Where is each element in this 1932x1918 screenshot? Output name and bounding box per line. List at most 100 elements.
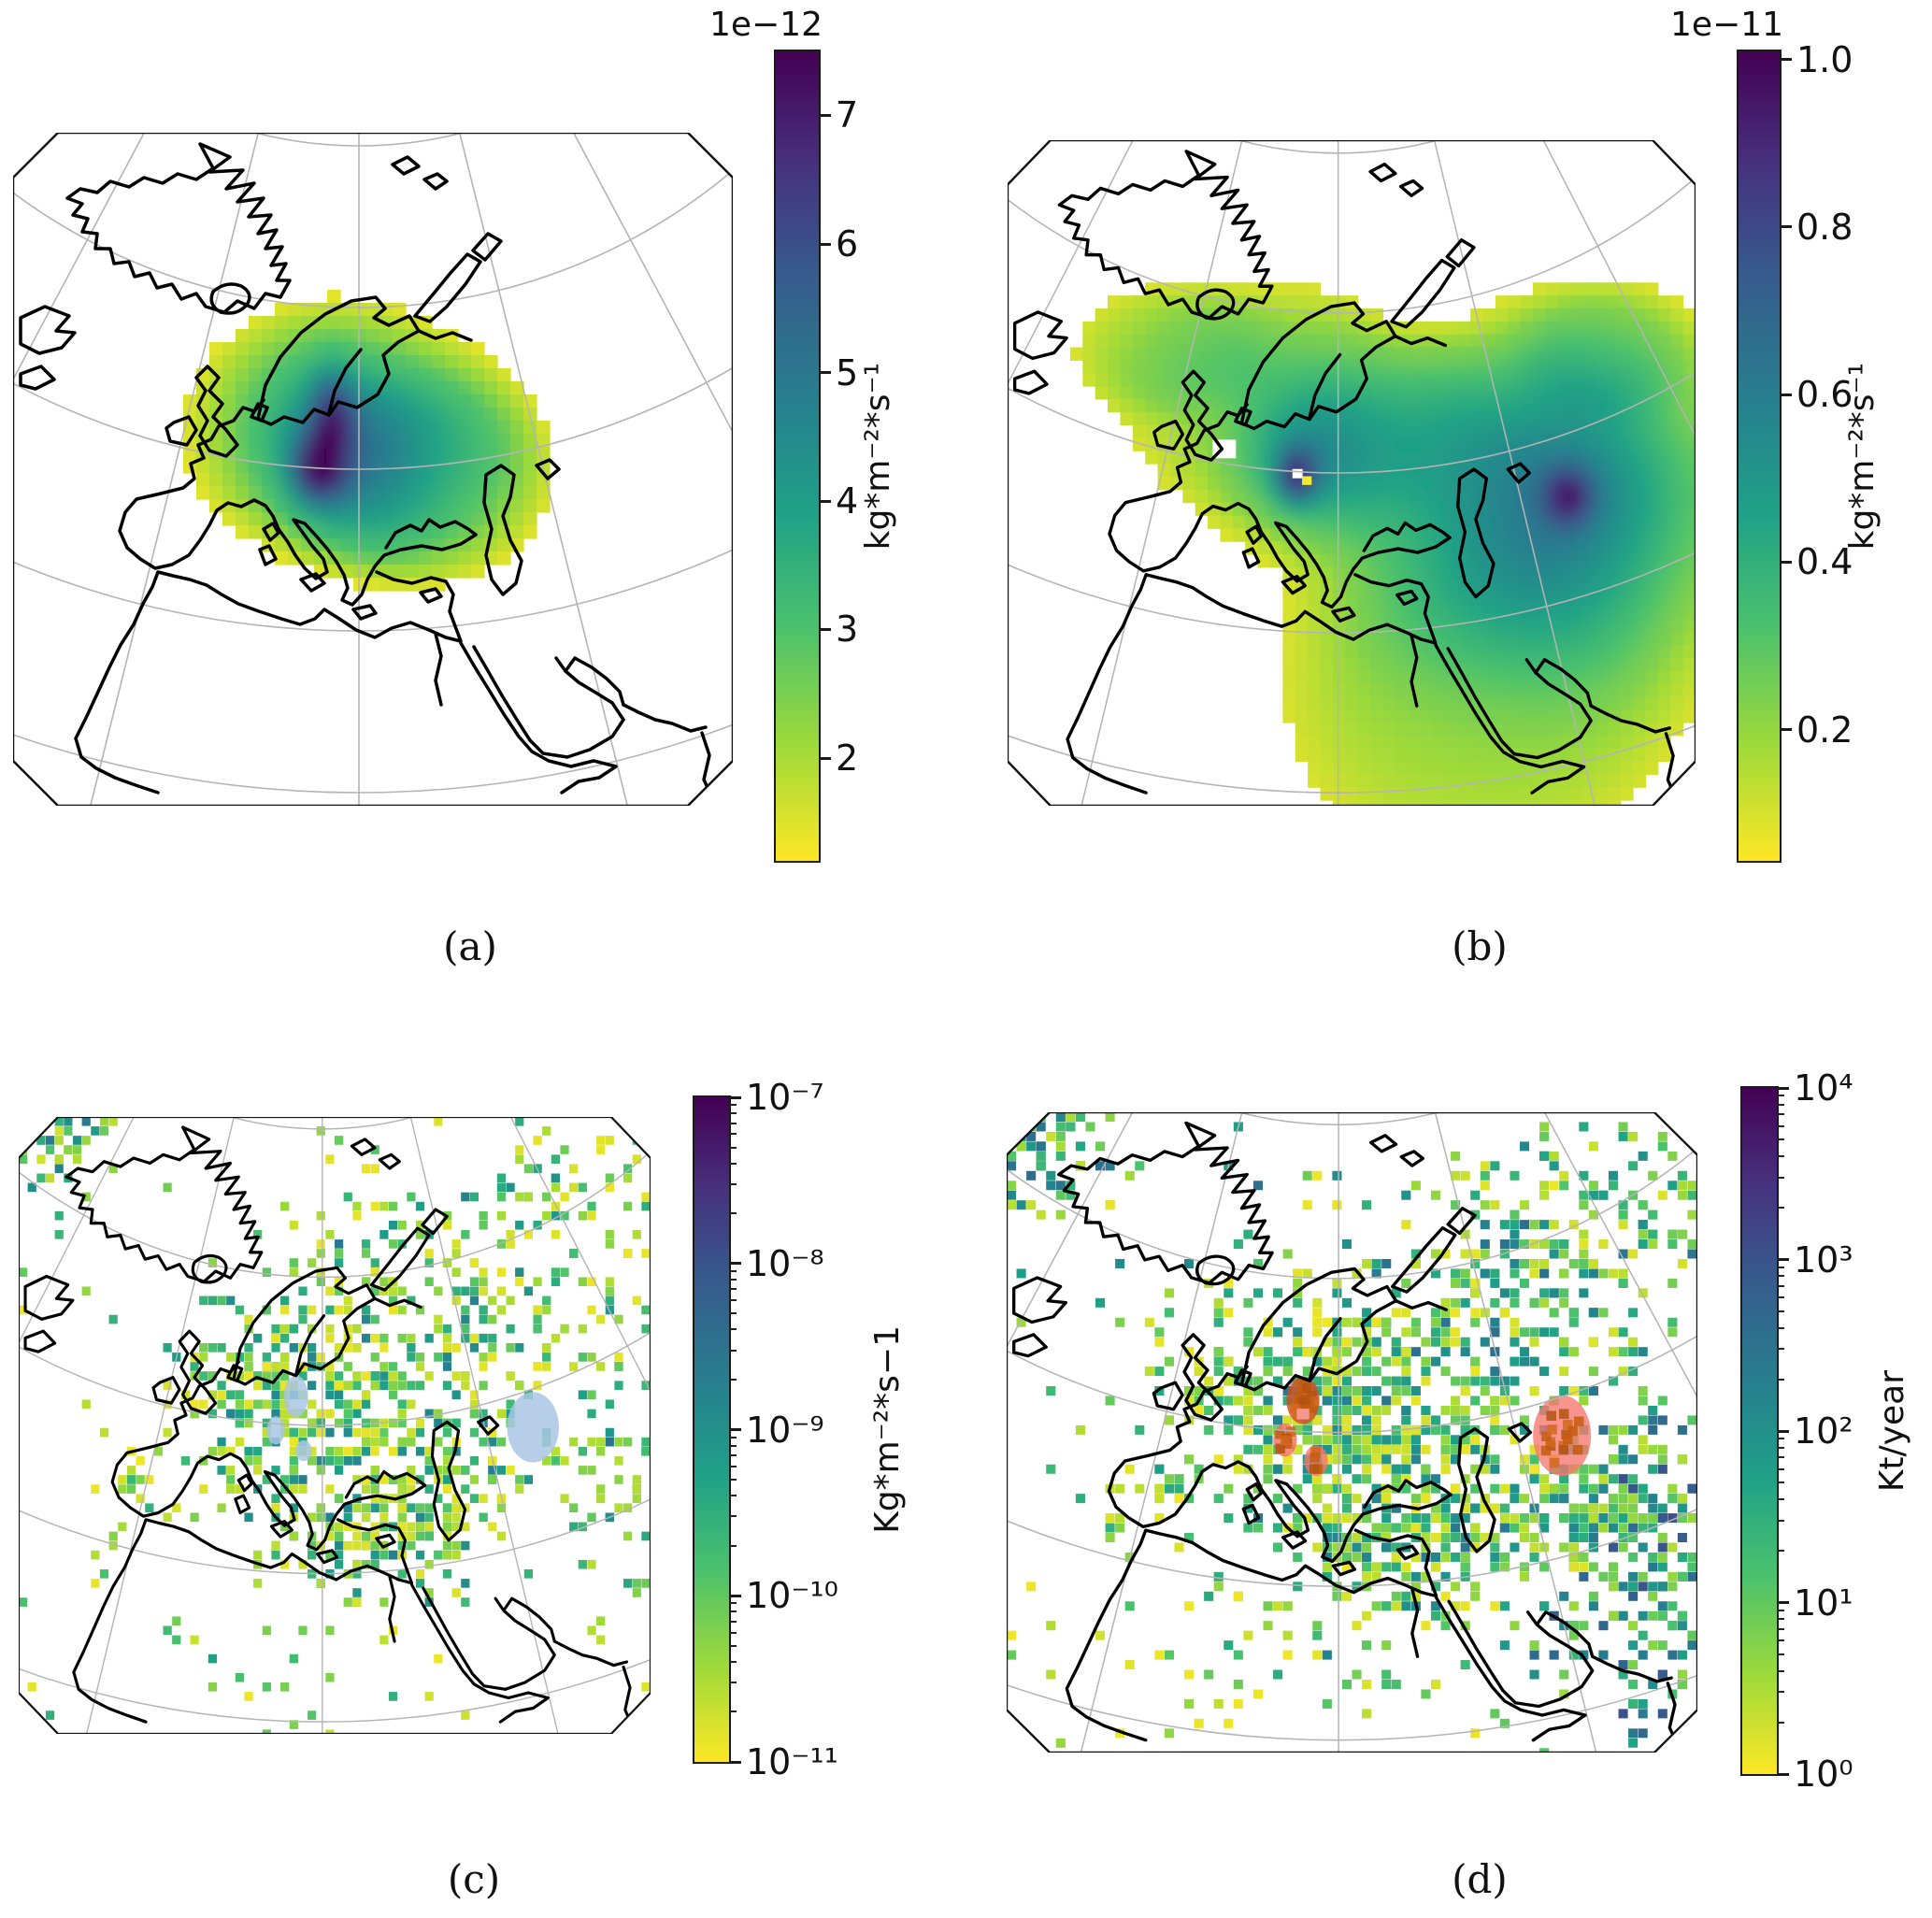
colorbar-d-minor-tickmark: [1777, 1456, 1784, 1459]
colorbar-a-gradient: [776, 51, 819, 861]
colorbar-d-minor-tickmark: [1777, 1284, 1784, 1287]
colorbar-d-minor-tickmark: [1777, 1481, 1784, 1484]
colorbar-a: 1e−12 7 6 5 4 3 2: [709, 6, 858, 863]
colorbar-b-tickmark: [1780, 728, 1792, 732]
colorbar-c-minor-tickmark: [729, 1349, 737, 1352]
colorbar-a-tick-label: 7: [836, 94, 859, 136]
colorbar-a-tick-label: 4: [836, 480, 859, 522]
colorbar-d-minor-tickmark: [1777, 1438, 1784, 1440]
colorbar-d-minor-tickmark: [1777, 1138, 1784, 1141]
caption-b: (b): [1452, 923, 1508, 969]
colorbar-b-tick-label: 1.0: [1796, 38, 1853, 80]
colorbar-c-minor-tickmark: [729, 1182, 737, 1185]
colorbar-a-tick-label: 3: [836, 608, 859, 651]
colorbar-c-minor-tickmark: [729, 1162, 737, 1165]
colorbar-d-tick-label: 10⁰: [1794, 1753, 1853, 1795]
colorbar-a-tickmark: [819, 627, 831, 631]
colorbar-d-minor-tickmark: [1777, 1207, 1784, 1209]
colorbar-c-minor-tickmark: [729, 1710, 737, 1713]
colorbar-c-minor-tickmark: [729, 1660, 737, 1663]
colorbar-d-minor-tickmark: [1777, 1639, 1784, 1642]
colorbar-c-minor-tickmark: [729, 1146, 737, 1149]
colorbar-c-minor-tickmark: [729, 1444, 737, 1447]
colorbar-b-scale-title: 1e−11: [1669, 6, 1783, 44]
colorbar-c-ticks: 10⁻⁷ 10⁻⁸ 10⁻⁹ 10⁻¹⁰ 10⁻¹¹: [694, 1077, 838, 1782]
colorbar-c-minor-tickmark: [729, 1454, 737, 1457]
colorbar-d-tick-label: 10¹: [1794, 1582, 1853, 1624]
colorbar-a-tick-label: 6: [836, 223, 859, 265]
colorbar-b-ticks: 1.0 0.8 0.6 0.4 0.2: [1739, 39, 1853, 861]
colorbar-d-minor-tickmark: [1777, 1669, 1784, 1672]
colorbar-d-minor-tickmark: [1777, 1550, 1784, 1553]
colorbar-d-minor-tickmark: [1777, 1618, 1784, 1621]
colorbar-d-minor-tickmark: [1777, 1467, 1784, 1470]
colorbar-c-minor-tickmark: [729, 1112, 737, 1115]
colorbar-a-tickmark: [819, 371, 831, 375]
colorbar-d-minor-tickmark: [1777, 1378, 1784, 1381]
colorbar-c-minor-tickmark: [729, 1288, 737, 1291]
colorbar-c-minor-tickmark: [729, 1479, 737, 1481]
colorbar-c-minor-tickmark: [729, 1269, 737, 1272]
colorbar-c-tick-label: 10⁻⁸: [746, 1242, 824, 1284]
colorbar-c-minor-tickmark: [729, 1515, 737, 1518]
colorbar-b-tickmark: [1780, 393, 1792, 396]
colorbar-d-tick-label: 10⁴: [1794, 1067, 1853, 1109]
colorbar-c-tickmark: [729, 1594, 741, 1597]
map-panel-a: [13, 133, 733, 806]
map-panel-c: [19, 1117, 651, 1734]
colorbar-b-unit-label: kg*m⁻²*s⁻¹: [1842, 362, 1882, 551]
colorbar-a-tickmark: [819, 756, 831, 760]
colorbar-c-minor-tickmark: [729, 1212, 737, 1215]
caption-c: (c): [447, 1856, 501, 1902]
colorbar-c-minor-tickmark: [729, 1328, 737, 1331]
colorbar-d-tick-label: 10²: [1794, 1410, 1853, 1452]
colorbar-c-minor-tickmark: [729, 1544, 737, 1547]
colorbar-d-minor-tickmark: [1777, 1275, 1784, 1278]
colorbar-c-minor-tickmark: [729, 1312, 737, 1315]
colorbar-a-tick-label: 5: [836, 351, 859, 394]
colorbar-a-tickmark: [819, 113, 831, 117]
colorbar-b-tick-label: 0.6: [1796, 374, 1853, 416]
colorbar-d-minor-tickmark: [1777, 1124, 1784, 1127]
colorbar-b-tick-label: 0.2: [1796, 709, 1853, 751]
colorbar-c-gradient: [694, 1097, 729, 1762]
colorbar-a-ticks: 7 6 5 4 3 2: [776, 51, 858, 861]
colorbar-d-minor-tickmark: [1777, 1519, 1784, 1522]
colorbar-d-minor-tickmark: [1777, 1326, 1784, 1329]
colorbar-c-tickmark: [729, 1262, 741, 1266]
colorbar-c-tick-label: 10⁻⁷: [746, 1077, 824, 1118]
colorbar-c-minor-tickmark: [729, 1436, 737, 1438]
colorbar-d-minor-tickmark: [1777, 1721, 1784, 1724]
colorbar-d-tickmark: [1777, 1772, 1789, 1776]
colorbar-b-tick-label: 0.4: [1796, 541, 1853, 583]
colorbar-d-tick-label: 10³: [1794, 1238, 1853, 1281]
colorbar-d-minor-tickmark: [1777, 1627, 1784, 1630]
colorbar-c-minor-tickmark: [729, 1682, 737, 1684]
colorbar-c: 10⁻⁷ 10⁻⁸ 10⁻⁹ 10⁻¹⁰ 10⁻¹¹: [693, 1077, 838, 1782]
colorbar-c-minor-tickmark: [729, 1378, 737, 1381]
colorbar-c-minor-tickmark: [729, 1104, 737, 1107]
colorbar-d-minor-tickmark: [1777, 1155, 1784, 1158]
colorbar-d-tickmark: [1777, 1086, 1789, 1090]
colorbar-d-minor-tickmark: [1777, 1498, 1784, 1501]
colorbar-c-minor-tickmark: [729, 1133, 737, 1136]
colorbar-d-tickmark: [1777, 1429, 1789, 1433]
colorbar-d-minor-tickmark: [1777, 1095, 1784, 1097]
colorbar-d-tickmark: [1777, 1258, 1789, 1261]
colorbar-b-tick-label: 0.8: [1796, 206, 1853, 248]
colorbar-c-minor-tickmark: [729, 1278, 737, 1281]
colorbar-d-minor-tickmark: [1777, 1653, 1784, 1655]
colorbar-c-tickmark: [729, 1428, 741, 1431]
colorbar-c-minor-tickmark: [729, 1122, 737, 1124]
colorbar-c-tickmark: [729, 1095, 741, 1099]
colorbar-b-tickmark: [1780, 225, 1792, 229]
colorbar-d: 10⁴ 10³ 10² 10¹ 10⁰: [1740, 1067, 1853, 1795]
colorbar-d-ticks: 10⁴ 10³ 10² 10¹ 10⁰: [1742, 1067, 1853, 1795]
colorbar-a-tickmark: [819, 242, 831, 246]
colorbar-d-minor-tickmark: [1777, 1113, 1784, 1116]
colorbar-a-tickmark: [819, 499, 831, 503]
colorbar-b-tickmark: [1780, 560, 1792, 564]
colorbar-d-minor-tickmark: [1777, 1266, 1784, 1268]
colorbar-d-gradient: [1742, 1088, 1777, 1774]
colorbar-d-tickmark: [1777, 1601, 1789, 1604]
